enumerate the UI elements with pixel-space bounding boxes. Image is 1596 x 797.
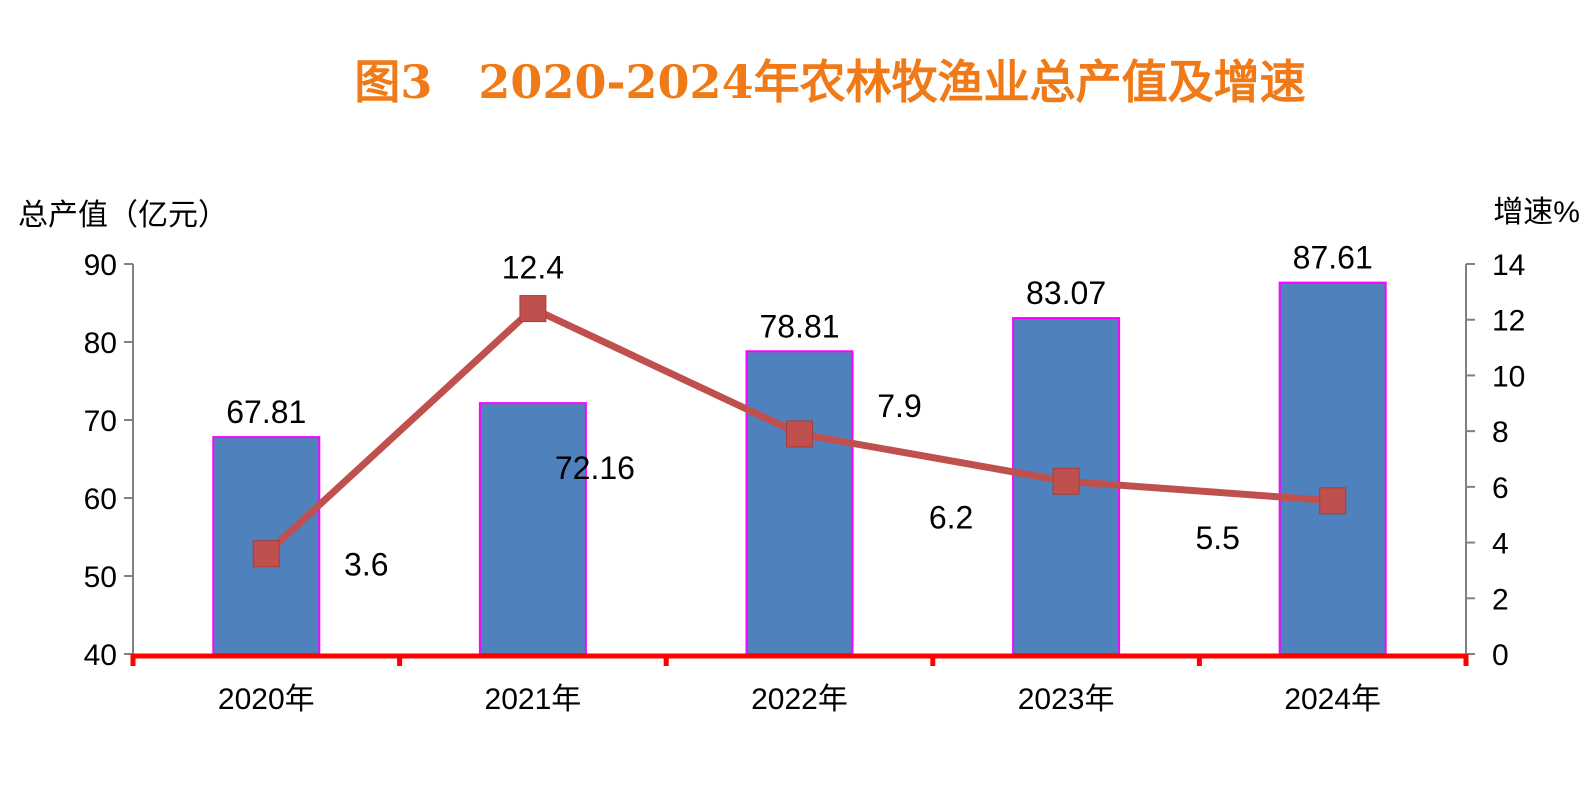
line-point	[786, 420, 813, 448]
plot-area: 40 50 60 70 80 90 0 2 4 6 8 10 12 14 2020年 2021年 2022年 20…	[84, 240, 1526, 716]
line-data-label: 3.6	[344, 547, 388, 583]
x-tick-label: 2021年	[485, 683, 582, 716]
right-y-tick-label: 12	[1492, 305, 1525, 338]
x-tick-label: 2023年	[1018, 683, 1115, 716]
bar-data-label: 78.81	[759, 308, 839, 344]
line-data-label: 5.5	[1195, 520, 1239, 556]
x-tick-label: 2022年	[751, 683, 848, 716]
left-y-tick-label: 70	[84, 405, 117, 438]
right-axis-label: 增速%	[1493, 196, 1580, 229]
left-y-tick-label: 90	[84, 249, 117, 282]
left-y-tick-label: 50	[84, 561, 117, 594]
right-y-tick-label: 10	[1492, 360, 1525, 393]
right-y-tick-label: 8	[1492, 416, 1509, 449]
bar	[745, 350, 854, 655]
left-y-tick-label: 80	[84, 327, 117, 360]
left-y-tick-label: 40	[84, 639, 117, 672]
bar-data-label: 72.16	[555, 450, 635, 486]
left-y-tick-label: 60	[84, 483, 117, 516]
bar-data-label: 67.81	[226, 394, 306, 430]
x-tick-label: 2024年	[1284, 683, 1381, 716]
chart-title: 图3 2020-2024年农林牧渔业总产值及增速	[354, 55, 1305, 109]
line-point	[519, 295, 547, 323]
bar	[1278, 281, 1387, 655]
line-point	[1052, 467, 1080, 495]
line-point	[1319, 487, 1347, 515]
bar-data-label: 83.07	[1026, 275, 1106, 311]
right-y-tick-label: 2	[1492, 583, 1509, 616]
line-data-label: 12.4	[502, 250, 564, 286]
line-data-label: 6.2	[929, 499, 973, 535]
left-axis-label: 总产值（亿元）	[18, 199, 228, 232]
line-data-label: 7.9	[877, 388, 921, 424]
right-y-tick-label: 0	[1492, 639, 1509, 672]
x-tick-label: 2020年	[218, 683, 315, 716]
bar-data-label: 87.61	[1293, 240, 1373, 276]
bar	[478, 402, 587, 656]
right-y-tick-label: 6	[1492, 472, 1509, 505]
right-y-tick-label: 4	[1492, 528, 1509, 561]
right-y-tick-label: 14	[1492, 249, 1525, 282]
line-point	[252, 540, 280, 568]
